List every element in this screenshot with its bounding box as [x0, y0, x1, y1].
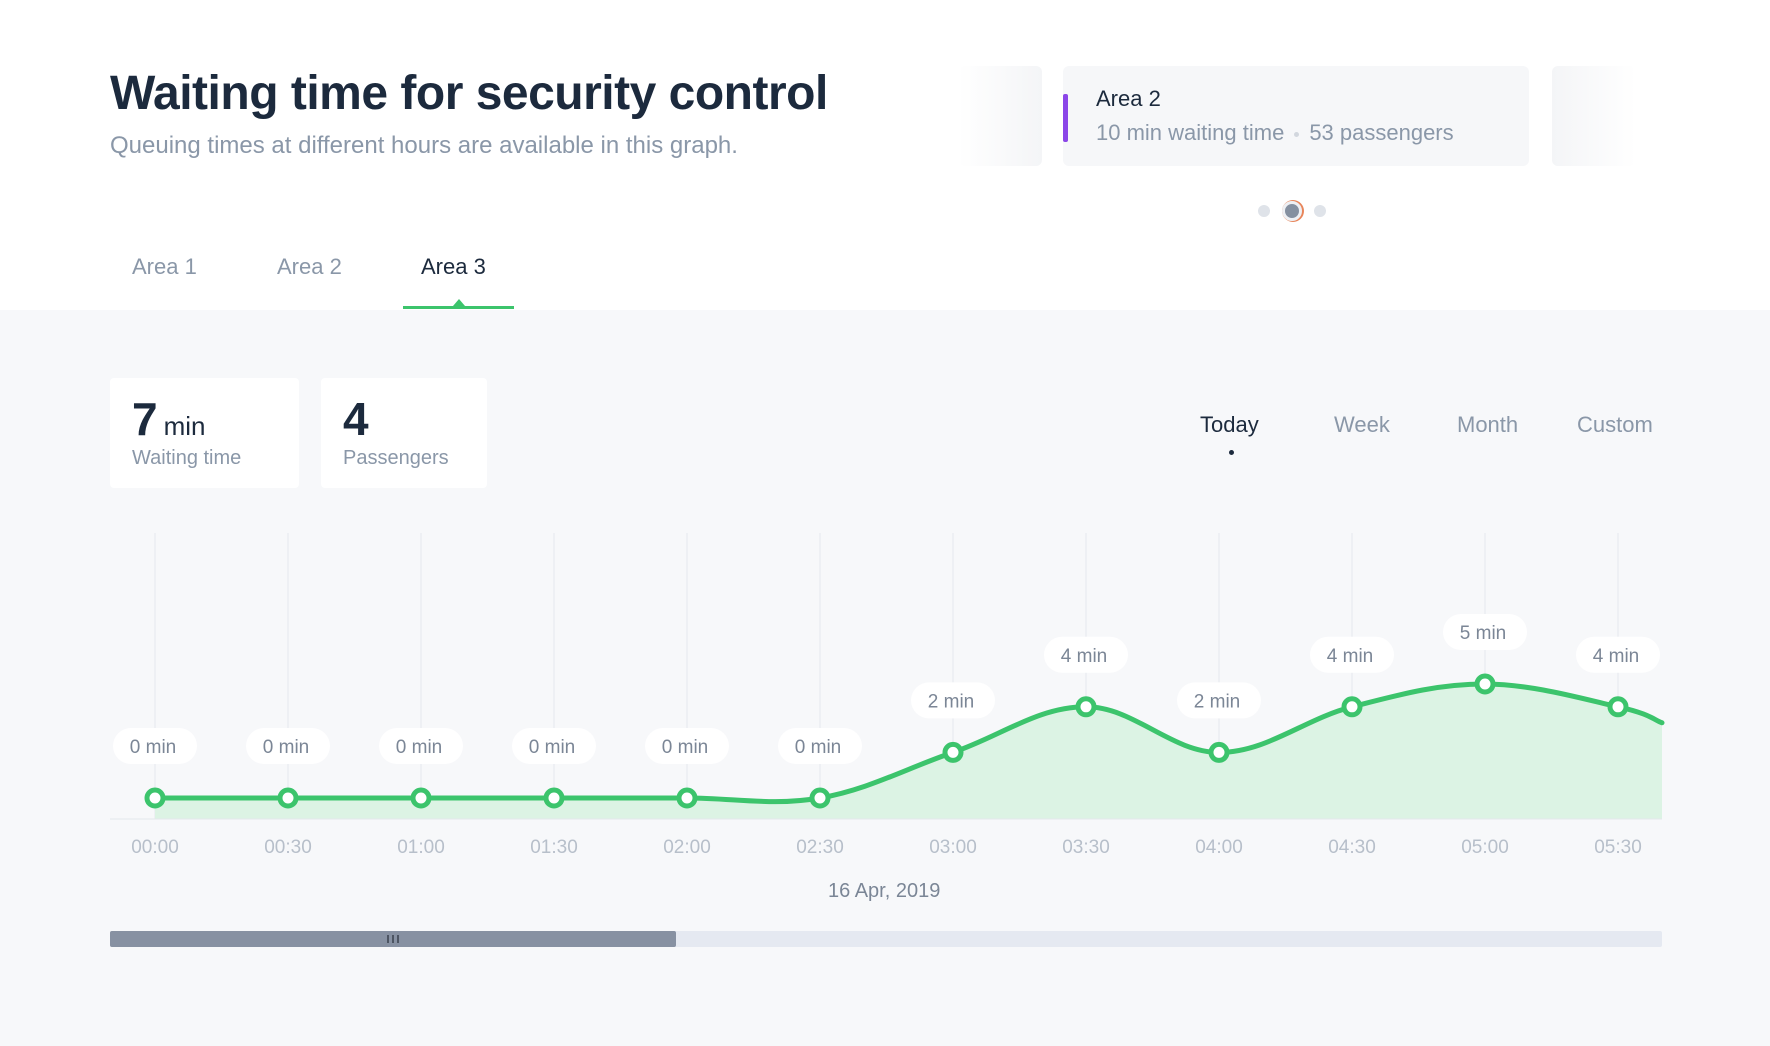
data-label-text: 0 min — [795, 737, 841, 758]
data-label-text: 5 min — [1460, 623, 1506, 644]
tab-area-3[interactable]: Area 3 — [421, 254, 486, 279]
chart-data-label: 2 min — [1177, 682, 1261, 719]
x-tick-label: 04:30 — [1328, 837, 1376, 858]
carousel-dot[interactable] — [1258, 205, 1270, 217]
data-label-pill — [1576, 636, 1660, 673]
chart-point[interactable] — [1607, 696, 1629, 718]
chart-point[interactable] — [942, 741, 964, 763]
chart-data-label: 5 min — [1443, 614, 1527, 650]
chart-data-label: 0 min — [778, 728, 862, 764]
x-tick-label: 02:30 — [796, 837, 844, 858]
carousel-dot-active[interactable] — [1282, 201, 1302, 221]
active-tab-indicator — [403, 306, 514, 309]
card-passengers: 53 passengers — [1309, 120, 1454, 145]
carousel-card-previous[interactable] — [958, 66, 1042, 166]
passengers-value: 4 — [343, 393, 369, 445]
page-subtitle: Queuing times at different hours are ava… — [110, 132, 738, 159]
data-label-pill — [778, 728, 862, 764]
x-tick-label: 04:00 — [1195, 837, 1243, 858]
passengers-card: 4 Passengers — [321, 378, 487, 488]
chart-point[interactable] — [676, 787, 698, 809]
chart-area-fill — [155, 684, 1662, 819]
x-tick-label: 00:30 — [264, 837, 312, 858]
chart-point[interactable] — [1341, 696, 1363, 718]
data-label-text: 0 min — [662, 737, 708, 758]
data-label-text: 4 min — [1327, 646, 1373, 667]
data-label-text: 2 min — [1194, 691, 1240, 712]
x-tick-label: 02:00 — [663, 837, 711, 858]
waiting-time-card: 7 min Waiting time — [110, 378, 299, 488]
chart-data-label: 4 min — [1576, 636, 1660, 673]
chart-point[interactable] — [1075, 696, 1097, 718]
data-label-text: 0 min — [263, 737, 309, 758]
tab-area-2[interactable]: Area 2 — [277, 254, 342, 279]
card-stats: 10 min waiting time 53 passengers — [1096, 120, 1454, 146]
period-week[interactable]: Week — [1334, 412, 1390, 437]
data-label-text: 4 min — [1593, 646, 1639, 667]
scrollbar-grip-icon — [387, 935, 400, 943]
chart-x-ticks: 00:00 00:30 01:00 01:30 02:00 02:30 03:00 03:30… — [131, 837, 1642, 858]
card-waiting-time: 10 min waiting time — [1096, 120, 1285, 145]
passengers-label: Passengers — [343, 447, 449, 469]
chart-data-label: 0 min — [645, 728, 729, 764]
chart-points — [144, 673, 1629, 809]
x-tick-label: 01:30 — [530, 837, 578, 858]
carousel-card-area[interactable]: Area 2 10 min waiting time 53 passengers — [1063, 66, 1529, 166]
active-tab-caret-icon — [453, 299, 465, 306]
chart-point[interactable] — [410, 787, 432, 809]
chart-point[interactable] — [1208, 741, 1230, 763]
chart-x-axis-label: 16 Apr, 2019 — [828, 880, 941, 902]
chart-data-label: 0 min — [113, 728, 197, 764]
chart-data-label: 4 min — [1310, 636, 1394, 673]
period-today[interactable]: Today — [1200, 412, 1259, 437]
period-month[interactable]: Month — [1457, 412, 1519, 437]
data-label-pill — [379, 728, 463, 764]
card-area-name: Area 2 — [1096, 86, 1161, 111]
waiting-time-label: Waiting time — [132, 447, 242, 469]
x-tick-label: 03:30 — [1062, 837, 1110, 858]
chart-data-label: 0 min — [512, 728, 596, 764]
chart-point[interactable] — [543, 787, 565, 809]
chart-point[interactable] — [809, 787, 831, 809]
data-label-text: 4 min — [1061, 646, 1107, 667]
data-label-pill — [1177, 682, 1261, 719]
data-label-text: 0 min — [529, 737, 575, 758]
chart-point[interactable] — [277, 787, 299, 809]
data-label-pill — [911, 682, 995, 719]
chart-data-label: 0 min — [246, 728, 330, 764]
waiting-time-unit: min — [163, 411, 206, 441]
data-label-pill — [512, 728, 596, 764]
chart-data-label: 0 min — [379, 728, 463, 764]
data-label-pill — [1443, 614, 1527, 650]
chart-data-label: 4 min — [1044, 636, 1128, 673]
data-label-pill — [645, 728, 729, 764]
x-tick-label: 05:30 — [1594, 837, 1642, 858]
tab-area-1[interactable]: Area 1 — [132, 254, 197, 279]
data-label-pill — [1044, 636, 1128, 673]
waiting-time-value: 7 min — [132, 392, 206, 446]
data-label-text: 2 min — [928, 691, 974, 712]
data-label-text: 0 min — [130, 737, 176, 758]
carousel-card-next[interactable] — [1552, 66, 1636, 166]
x-tick-label: 01:00 — [397, 837, 445, 858]
x-tick-label: 05:00 — [1461, 837, 1509, 858]
data-label-pill — [246, 728, 330, 764]
chart-data-label: 2 min — [911, 682, 995, 719]
x-tick-label: 03:00 — [929, 837, 977, 858]
period-custom[interactable]: Custom — [1577, 412, 1653, 437]
data-label-pill — [1310, 636, 1394, 673]
x-tick-label: 00:00 — [131, 837, 179, 858]
waiting-time-number: 7 — [132, 393, 158, 445]
data-label-pill — [113, 728, 197, 764]
chart-point[interactable] — [144, 787, 166, 809]
page-title: Waiting time for security control — [110, 67, 828, 120]
chart-data-labels: 0 min 0 min 0 min 0 min 0 min 0 min 2 min 4 min… — [113, 614, 1660, 764]
active-period-indicator — [1229, 450, 1234, 455]
data-label-text: 0 min — [396, 737, 442, 758]
card-accent-bar — [1063, 94, 1068, 142]
separator-dot-icon — [1294, 131, 1300, 137]
carousel-dot[interactable] — [1314, 205, 1326, 217]
chart-point[interactable] — [1474, 673, 1496, 695]
